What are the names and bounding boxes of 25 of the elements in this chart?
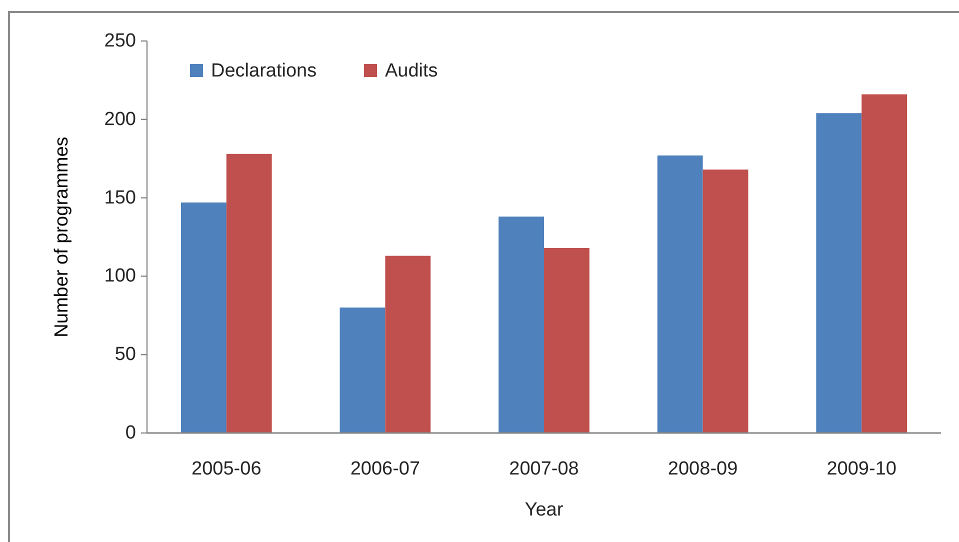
x-axis-title: Year [524,500,564,520]
y-tick-label: 100 [104,266,136,287]
legend-label: Audits [385,60,438,82]
bar [862,94,908,433]
bar [702,170,748,433]
y-tick-label: 250 [104,30,136,52]
bar [180,202,226,433]
y-axis-title: Number of programmes [52,136,72,338]
bar [385,256,431,433]
bar [657,155,703,433]
legend-label: Declarations [211,60,317,82]
x-tick-label: 2005-06 [192,458,262,480]
bar [498,216,544,433]
x-tick-label: 2006-07 [350,458,420,480]
bar [544,248,590,433]
x-tick-label: 2009-10 [826,458,896,480]
bar [340,308,386,433]
y-tick-label: 50 [114,344,136,366]
bar [816,113,862,433]
y-tick-label: 200 [104,108,136,130]
x-tick-label: 2007-08 [509,458,579,480]
y-tick-label: 0 [125,422,136,444]
x-tick-label: 2008-09 [668,458,738,480]
bar [226,154,272,433]
y-tick-label: 150 [104,187,136,208]
